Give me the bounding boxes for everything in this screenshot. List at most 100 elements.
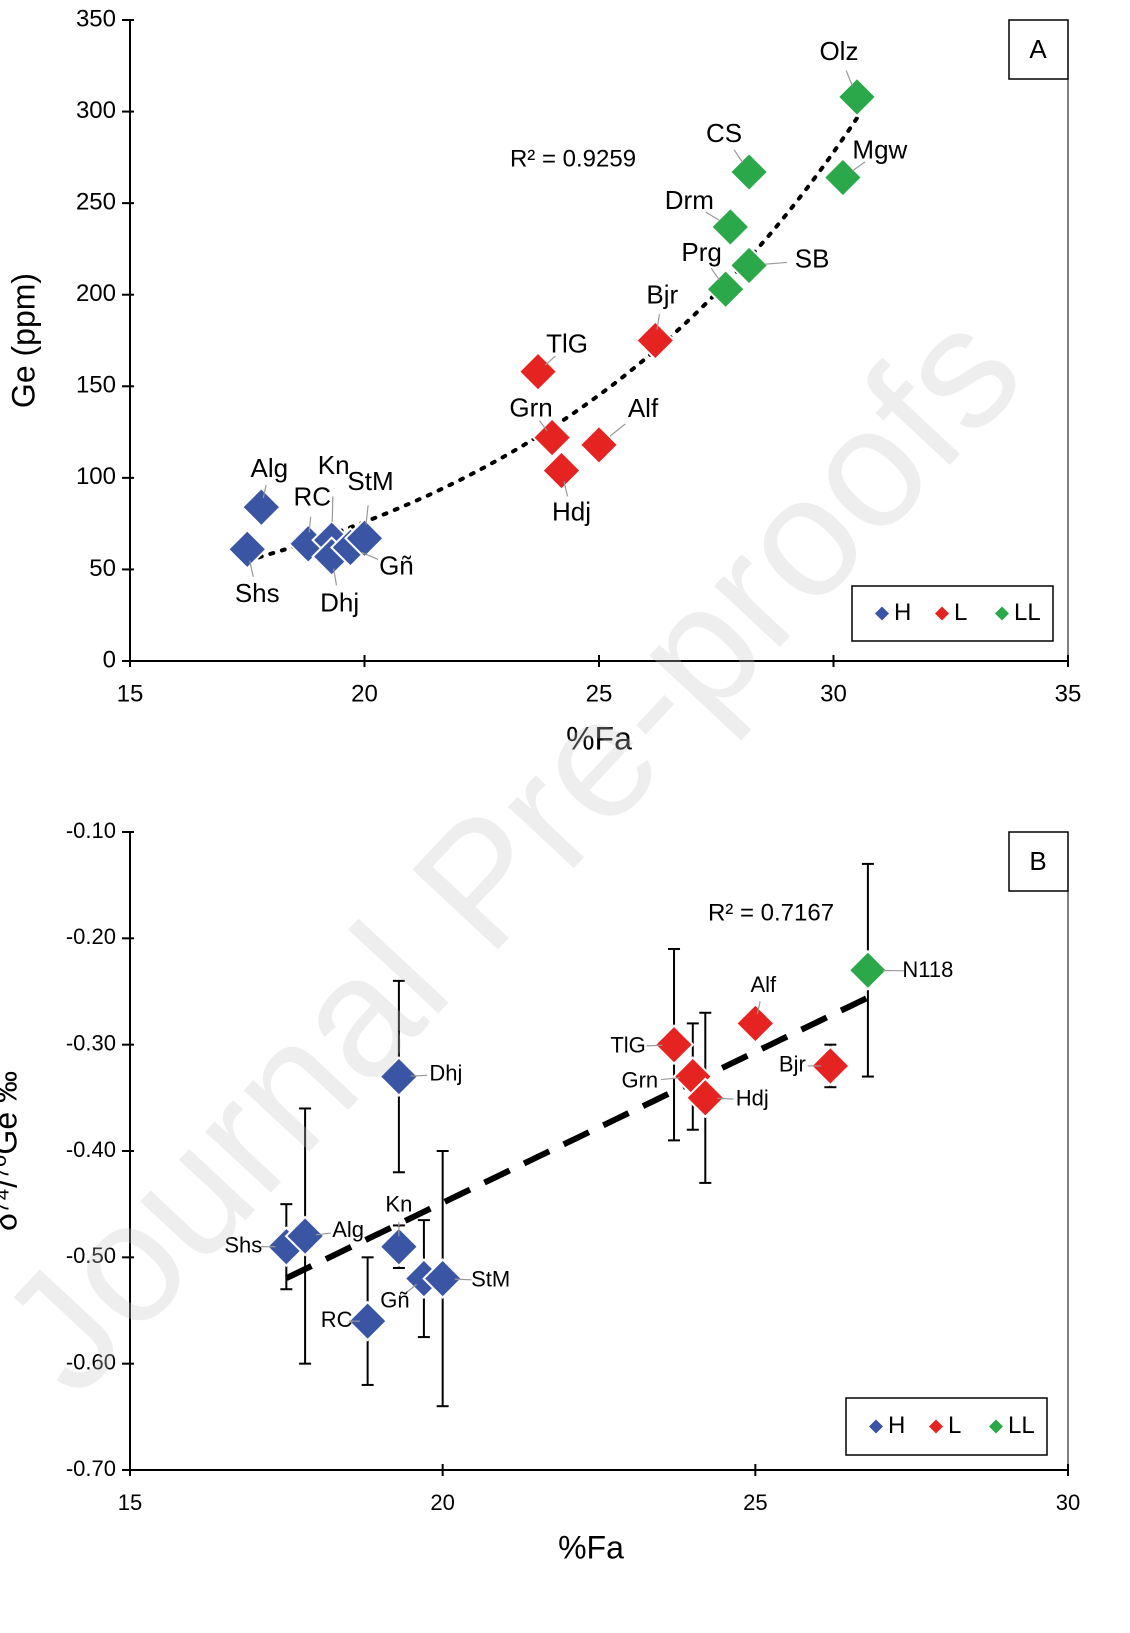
leader-line bbox=[308, 516, 312, 533]
data-point bbox=[578, 424, 620, 466]
y-tick-label: -0.30 bbox=[66, 1030, 116, 1055]
point-label: Dhj bbox=[429, 1060, 462, 1085]
point-label: Kn bbox=[385, 1192, 412, 1217]
y-axis-title: Ge (ppm) bbox=[5, 273, 41, 408]
point-label: StM bbox=[347, 466, 393, 496]
point-label: Grn bbox=[621, 1067, 658, 1092]
data-point bbox=[634, 320, 676, 361]
x-tick-label: 25 bbox=[743, 1490, 767, 1515]
y-tick-label: -0.10 bbox=[66, 818, 116, 843]
data-point bbox=[822, 157, 864, 198]
legend-marker bbox=[875, 606, 889, 621]
panel-label-box bbox=[1008, 831, 1069, 892]
point-label: Kn bbox=[318, 450, 350, 480]
leader-line bbox=[710, 267, 721, 281]
point-label: Shs bbox=[235, 578, 280, 608]
point-label: N118 bbox=[902, 957, 953, 982]
legend-marker bbox=[989, 1419, 1003, 1434]
legend-label: L bbox=[954, 599, 967, 626]
point-label: Gñ bbox=[379, 550, 414, 580]
point-label: Alg bbox=[332, 1217, 364, 1242]
leader-line bbox=[544, 355, 556, 366]
leader-line bbox=[717, 1097, 734, 1100]
data-point bbox=[847, 949, 889, 991]
legend-marker bbox=[929, 1419, 943, 1434]
legend-marker bbox=[935, 606, 949, 621]
data-point bbox=[347, 1300, 389, 1342]
point-label: TlG bbox=[546, 329, 588, 359]
leader-line bbox=[333, 568, 338, 586]
r-squared-label: R² = 0.9259 bbox=[510, 145, 636, 172]
x-tick-label: 30 bbox=[820, 680, 847, 707]
y-tick-label: 0 bbox=[103, 646, 116, 673]
leader-line bbox=[733, 149, 744, 164]
leader-line bbox=[249, 560, 254, 578]
legend-label: L bbox=[948, 1412, 961, 1439]
data-point bbox=[422, 1258, 464, 1300]
y-tick-label: -0.70 bbox=[66, 1456, 116, 1481]
x-tick-label: 25 bbox=[586, 680, 613, 707]
data-point bbox=[705, 268, 747, 310]
y-tick-label: -0.20 bbox=[66, 924, 116, 949]
point-label: Bjr bbox=[779, 1052, 806, 1077]
legend-label: H bbox=[888, 1412, 905, 1439]
data-point bbox=[344, 517, 385, 559]
data-point bbox=[734, 1002, 776, 1044]
point-label: TlG bbox=[610, 1032, 645, 1057]
point-label: Grn bbox=[509, 392, 552, 422]
x-tick-label: 30 bbox=[1056, 1490, 1080, 1515]
legend-label: LL bbox=[1008, 1412, 1035, 1439]
data-point bbox=[531, 417, 573, 458]
leader-line bbox=[406, 1283, 418, 1293]
point-label: Gñ bbox=[380, 1287, 409, 1312]
leader-line bbox=[660, 1077, 680, 1081]
leader-line bbox=[845, 70, 854, 87]
legend-marker bbox=[995, 606, 1009, 621]
x-tick-label: 15 bbox=[118, 1490, 142, 1515]
leader-line bbox=[539, 420, 548, 431]
y-tick-label: 150 bbox=[76, 372, 116, 399]
point-label: Hdj bbox=[552, 496, 591, 526]
x-tick-label: 35 bbox=[1055, 680, 1082, 707]
data-point bbox=[541, 450, 582, 491]
x-axis-title: %Fa bbox=[566, 720, 632, 756]
leader-line bbox=[656, 314, 661, 330]
y-tick-label: -0.50 bbox=[66, 1243, 116, 1268]
point-label: Bjr bbox=[646, 279, 678, 309]
point-label: Drm bbox=[665, 185, 714, 215]
point-label: SB bbox=[795, 243, 830, 273]
r-squared-label: R² = 0.7167 bbox=[708, 899, 834, 926]
point-label: CS bbox=[706, 118, 742, 148]
x-tick-label: 20 bbox=[351, 680, 378, 707]
y-tick-label: 300 bbox=[76, 97, 116, 124]
point-label: Shs bbox=[224, 1233, 262, 1258]
legend-marker bbox=[869, 1419, 883, 1434]
x-tick-label: 15 bbox=[117, 680, 144, 707]
data-point bbox=[226, 528, 268, 570]
point-label: Alf bbox=[750, 972, 777, 997]
leader-line bbox=[764, 261, 787, 265]
leader-line bbox=[410, 1074, 428, 1077]
data-point bbox=[284, 1215, 326, 1257]
legend-label: H bbox=[894, 599, 911, 626]
data-point bbox=[728, 151, 770, 193]
leader-line bbox=[705, 211, 721, 222]
leader-line bbox=[361, 551, 379, 561]
data-point bbox=[240, 486, 282, 528]
data-point bbox=[378, 1226, 420, 1268]
panel-label: B bbox=[1029, 846, 1046, 876]
point-label: Hdj bbox=[736, 1086, 769, 1111]
data-point bbox=[728, 244, 770, 286]
leader-line bbox=[454, 1278, 472, 1281]
data-point bbox=[684, 1077, 726, 1119]
point-label: Prg bbox=[681, 237, 721, 267]
leader-line bbox=[563, 481, 569, 497]
point-label: Dhj bbox=[320, 587, 359, 617]
leader-line bbox=[331, 496, 334, 522]
data-point bbox=[709, 206, 751, 248]
legend-label: LL bbox=[1014, 599, 1041, 626]
leader-line bbox=[262, 484, 267, 499]
y-tick-label: 100 bbox=[76, 463, 116, 490]
